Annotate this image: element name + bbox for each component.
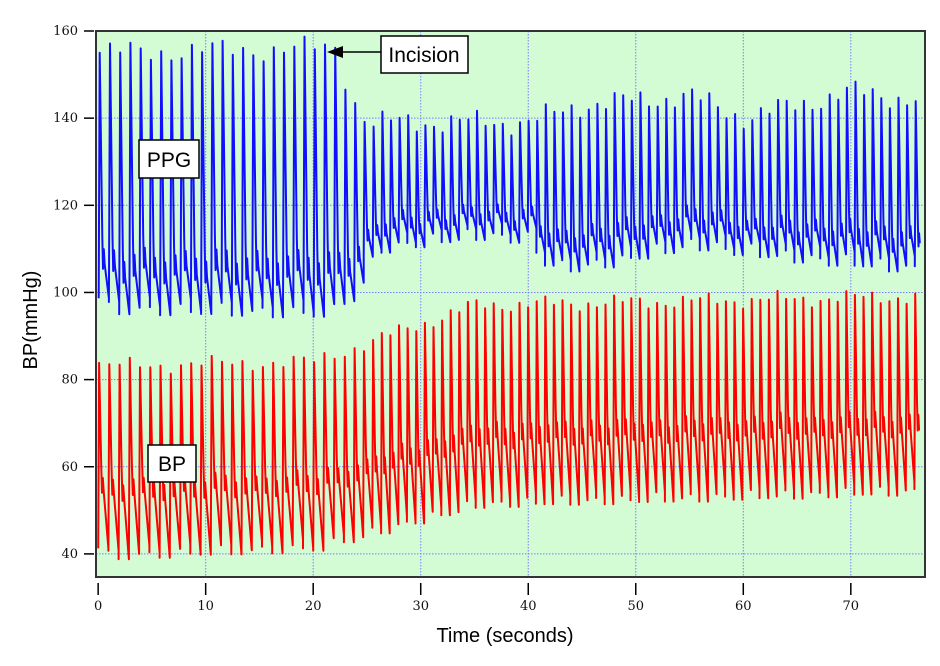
bp-label: BP <box>147 444 197 483</box>
ppg-line <box>97 35 921 319</box>
y-axis: 40 60 80 100 120 140 160 <box>53 24 94 562</box>
y-tick-label: 80 <box>61 373 78 388</box>
x-axis-title: Time (seconds) <box>436 625 573 647</box>
y-axis-title: BP(mmHg) <box>20 271 42 370</box>
incision-annotation: Incision <box>327 35 469 74</box>
series-group <box>97 35 921 561</box>
x-tick-label: 0 <box>94 599 102 614</box>
plot-frame <box>95 30 926 578</box>
bp-line <box>97 289 921 561</box>
y-tick-label: 120 <box>53 198 78 213</box>
x-tick-label: 10 <box>197 599 214 614</box>
x-tick-label: 20 <box>305 599 322 614</box>
y-tick-label: 160 <box>53 24 78 39</box>
x-tick-label: 50 <box>627 599 644 614</box>
x-tick-label: 40 <box>520 599 537 614</box>
svg-text:BP: BP <box>158 453 186 476</box>
x-tick-label: 70 <box>843 599 860 614</box>
ppg-label: PPG <box>138 139 200 179</box>
x-tick-label: 60 <box>735 599 752 614</box>
y-tick-label: 40 <box>61 547 78 562</box>
svg-text:PPG: PPG <box>147 149 191 172</box>
arrow-head-icon <box>327 46 343 58</box>
x-tick-label: 30 <box>412 599 429 614</box>
y-tick-label: 60 <box>61 460 78 475</box>
x-axis: 0 10 20 30 40 50 60 70 <box>94 583 859 614</box>
y-tick-label: 100 <box>53 285 78 300</box>
svg-text:Incision: Incision <box>388 44 459 67</box>
y-tick-label: 140 <box>53 111 78 126</box>
